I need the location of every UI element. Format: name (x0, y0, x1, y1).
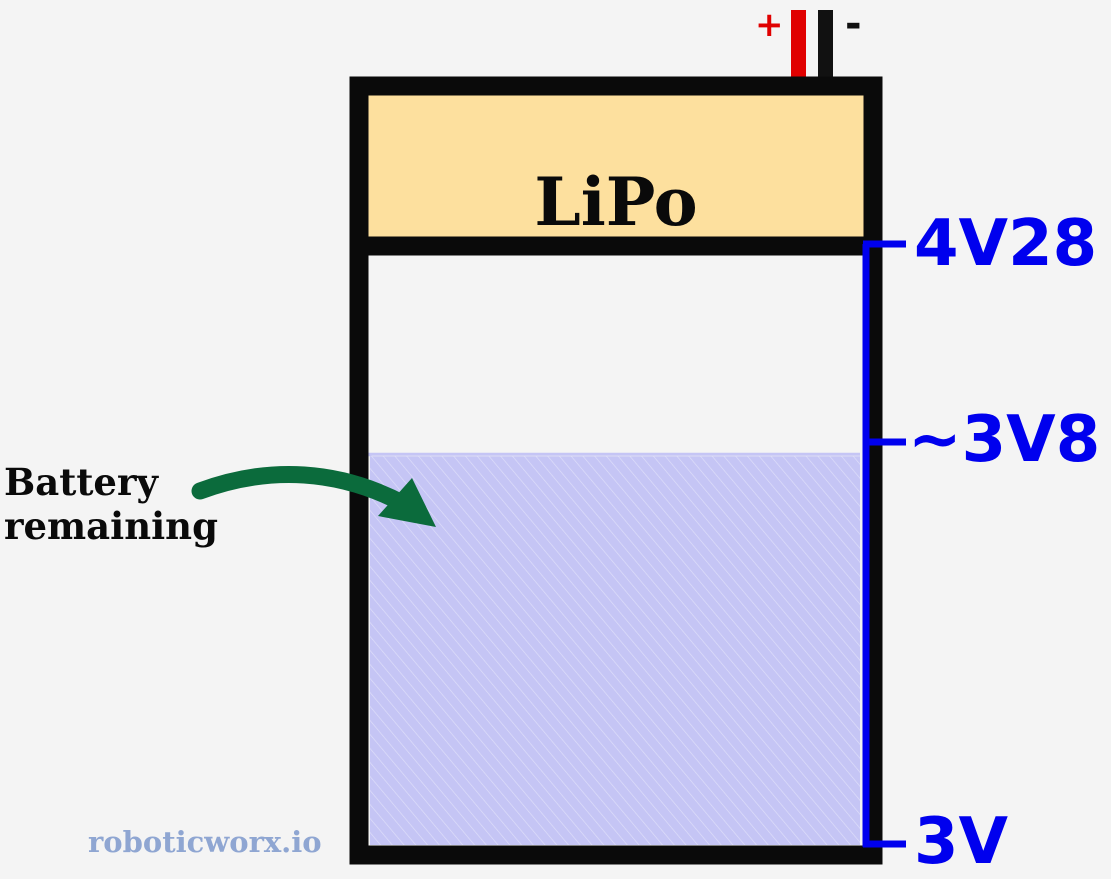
voltage-scale (862, 240, 906, 848)
battery-remaining-line2: remaining (4, 504, 218, 548)
voltage-label-middle: ~3V8 (908, 403, 1101, 477)
negative-terminal (818, 10, 833, 78)
charge-fill-hatch (370, 456, 860, 845)
battery-remaining-line1: Battery (4, 460, 158, 504)
battery-outline (349, 76, 883, 865)
remaining-arrow (191, 466, 413, 513)
voltage-label-top: 4V28 (914, 207, 1098, 281)
voltage-label-bottom: 3V (914, 805, 1009, 879)
label-band (368, 94, 864, 238)
remaining-arrow-head (378, 478, 436, 527)
battery-remaining-label: Battery remaining (4, 460, 218, 548)
positive-terminal (791, 10, 806, 78)
negative-sign: - (845, 1, 862, 47)
positive-sign: + (755, 5, 784, 45)
charge-fill-edge (368, 452, 860, 457)
watermark: roboticworx.io (88, 825, 322, 859)
battery-title: LiPo (534, 163, 698, 241)
